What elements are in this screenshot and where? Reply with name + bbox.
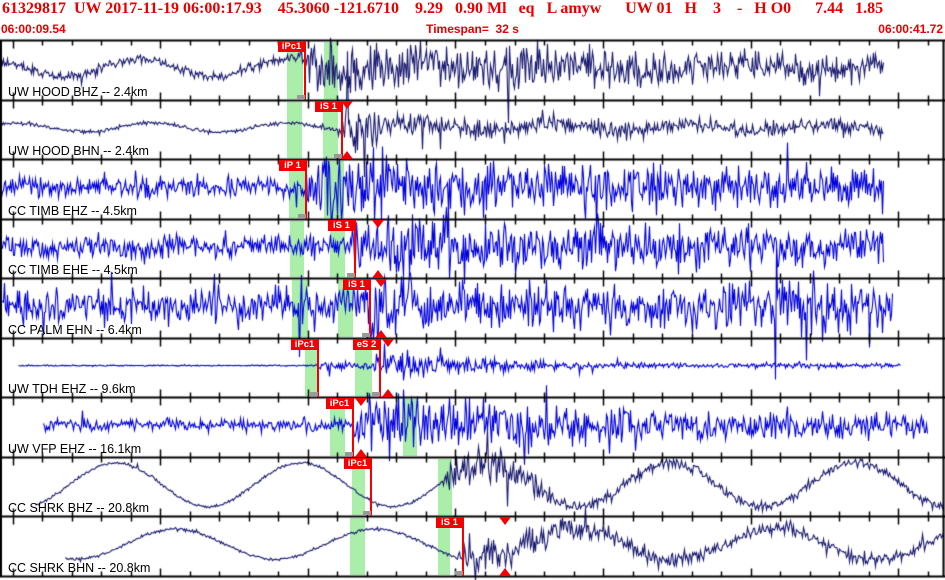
pick-marker-bottom-icon xyxy=(372,270,384,279)
pick-line-foot xyxy=(347,273,355,278)
trace-label: CC SHRK BHN -- 20.8km xyxy=(8,560,151,575)
trace-row[interactable]: iS 1 CC PALM EHN -- 6.4km xyxy=(0,278,945,338)
pick-line-foot xyxy=(455,570,463,575)
trace-label: CC SHRK BHZ -- 20.8km xyxy=(8,501,149,516)
pick-line xyxy=(352,398,354,457)
pick-marker-top-icon xyxy=(375,279,387,288)
pick-line xyxy=(341,100,343,160)
pick-label[interactable]: iPc1 xyxy=(344,457,371,469)
pick-marker-bottom-icon xyxy=(382,389,394,398)
pick-line-foot xyxy=(372,392,380,397)
trace-row[interactable]: iPc1 CC SHRK BHZ -- 20.8km xyxy=(0,457,945,517)
pick-marker-bottom-icon xyxy=(355,448,367,457)
trace-row[interactable]: iS 1 UW HOOD BHN -- 2.4km xyxy=(0,100,945,160)
pick-line-foot xyxy=(363,511,371,516)
pick-label[interactable]: iS 1 xyxy=(343,279,370,291)
trace-row[interactable]: iP 1 CC TIMB EHZ -- 4.5km xyxy=(0,159,945,219)
pick-line-foot xyxy=(345,451,353,456)
pick-marker-top-icon xyxy=(355,398,367,407)
pick-label[interactable]: iP 1 xyxy=(279,160,306,172)
pick-line xyxy=(304,41,306,100)
pick-marker-top-icon xyxy=(382,338,394,347)
pick-label[interactable]: iPc1 xyxy=(326,398,353,410)
pick-line xyxy=(370,457,372,517)
pick-line-foot xyxy=(298,213,306,218)
pick-label[interactable]: iPc1 xyxy=(291,338,318,350)
pick-line xyxy=(317,338,319,398)
pick-marker-bottom-icon xyxy=(499,567,511,576)
trace-label: CC TIMB EHZ -- 4.5km xyxy=(8,203,137,218)
trace-row[interactable]: iPc1 UW HOOD BHZ -- 2.4km xyxy=(0,40,945,100)
pick-marker-top-icon xyxy=(372,219,384,228)
pick-label[interactable]: iS 1 xyxy=(315,100,342,112)
pick-marker-top-icon xyxy=(341,100,353,109)
pick-line xyxy=(379,338,381,398)
pick-line xyxy=(369,279,371,338)
trace-label: UW HOOD BHZ -- 2.4km xyxy=(8,84,148,99)
pick-line xyxy=(305,160,307,219)
pick-line xyxy=(462,517,464,576)
pick-label[interactable]: iPc1 xyxy=(278,41,305,52)
trace-label: UW HOOD BHN -- 2.4km xyxy=(8,144,149,159)
pick-line-foot xyxy=(334,154,342,159)
pick-label[interactable]: eS 2 xyxy=(353,338,380,350)
pick-label[interactable]: iS 1 xyxy=(436,517,463,529)
trace-label: CC TIMB EHE -- 4.5km xyxy=(8,263,138,278)
pick-line xyxy=(354,219,356,279)
trace-row[interactable]: iPc1 UW VFP EHZ -- 16.1km xyxy=(0,397,945,457)
pick-label[interactable]: iS 1 xyxy=(328,219,355,231)
trace-row[interactable]: iS 1 CC SHRK BHN -- 20.8km xyxy=(0,516,945,576)
pick-marker-bottom-icon xyxy=(375,329,387,338)
pick-line-foot xyxy=(310,392,318,397)
trace-row[interactable]: iS 1 CC TIMB EHE -- 4.5km xyxy=(0,219,945,279)
trace-label: UW VFP EHZ -- 16.1km xyxy=(8,441,142,456)
pick-marker-top-icon xyxy=(499,517,511,526)
pick-marker-bottom-icon xyxy=(341,151,353,160)
trace-row[interactable]: iPc1 eS 2 UW TDH EHZ -- 9.6km xyxy=(0,338,945,398)
pick-line-foot xyxy=(362,332,370,337)
pick-line-foot xyxy=(297,94,305,99)
trace-label: UW TDH EHZ -- 9.6km xyxy=(8,382,136,397)
trace-label: CC PALM EHN -- 6.4km xyxy=(8,322,142,337)
